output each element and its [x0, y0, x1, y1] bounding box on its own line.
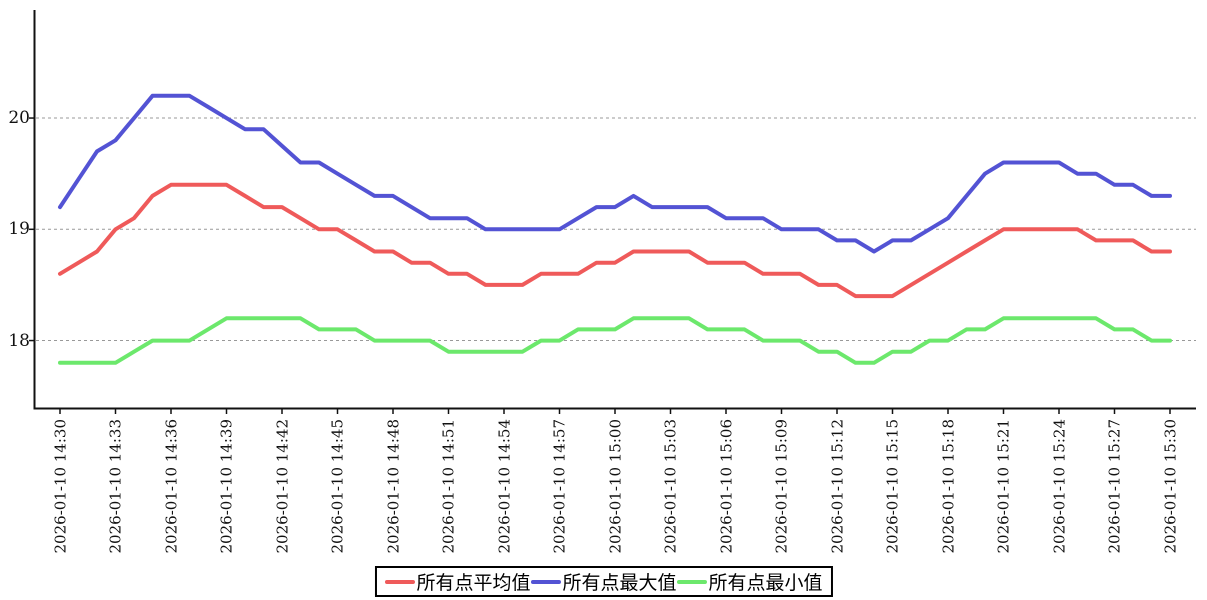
series-line-max — [58, 93, 1172, 254]
x-axis-label: 2026-01-10 14:51 — [439, 419, 458, 554]
x-axis-label: 2026-01-10 15:06 — [717, 419, 735, 554]
x-axis-label: 2026-01-10 14:36 — [162, 419, 180, 554]
legend-swatch-max — [530, 579, 561, 584]
x-axis-label: 2026-01-10 14:33 — [106, 419, 125, 554]
legend: 所有点平均值 所有点最大值 所有点最小值 — [374, 566, 833, 597]
y-axis-label: 20 — [8, 108, 30, 129]
legend-label-max: 所有点最大值 — [562, 572, 677, 594]
legend-label-avg: 所有点平均值 — [416, 572, 531, 594]
x-axis-label: 2026-01-10 15:15 — [883, 419, 902, 554]
x-axis-label: 2026-01-10 14:39 — [217, 419, 236, 554]
x-axis-label: 2026-01-10 15:18 — [939, 419, 957, 554]
series-line-avg — [58, 182, 1172, 299]
legend-item-min: 所有点最小值 — [676, 568, 823, 595]
series-line-min — [58, 316, 1172, 365]
x-axis-label: 2026-01-10 15:12 — [828, 419, 846, 554]
x-axis-label: 2026-01-10 15:27 — [1105, 419, 1124, 554]
x-axis-label: 2026-01-10 15:09 — [772, 419, 791, 554]
legend-swatch-min — [676, 579, 707, 584]
x-axis-label: 2026-01-10 14:42 — [273, 419, 291, 554]
x-axis-label: 2026-01-10 15:30 — [1161, 419, 1179, 554]
x-axis-label: 2026-01-10 15:03 — [661, 419, 680, 554]
x-axis-label: 2026-01-10 14:57 — [550, 419, 569, 554]
x-axis-label: 2026-01-10 14:48 — [384, 419, 402, 554]
y-axis-label: 19 — [8, 219, 30, 240]
legend-swatch-avg — [384, 579, 415, 584]
legend-label-min: 所有点最小值 — [708, 572, 823, 594]
legend-item-max: 所有点最大值 — [530, 568, 677, 595]
x-axis-label: 2026-01-10 15:00 — [606, 419, 624, 554]
x-axis-label: 2026-01-10 15:21 — [994, 419, 1013, 554]
x-axis-label: 2026-01-10 14:45 — [328, 419, 347, 554]
x-axis-label: 2026-01-10 15:24 — [1050, 419, 1068, 554]
x-axis-label: 2026-01-10 14:30 — [51, 419, 69, 554]
y-axis-label: 18 — [8, 330, 30, 351]
x-axis-label: 2026-01-10 14:54 — [495, 419, 513, 554]
legend-item-avg: 所有点平均值 — [384, 568, 530, 595]
